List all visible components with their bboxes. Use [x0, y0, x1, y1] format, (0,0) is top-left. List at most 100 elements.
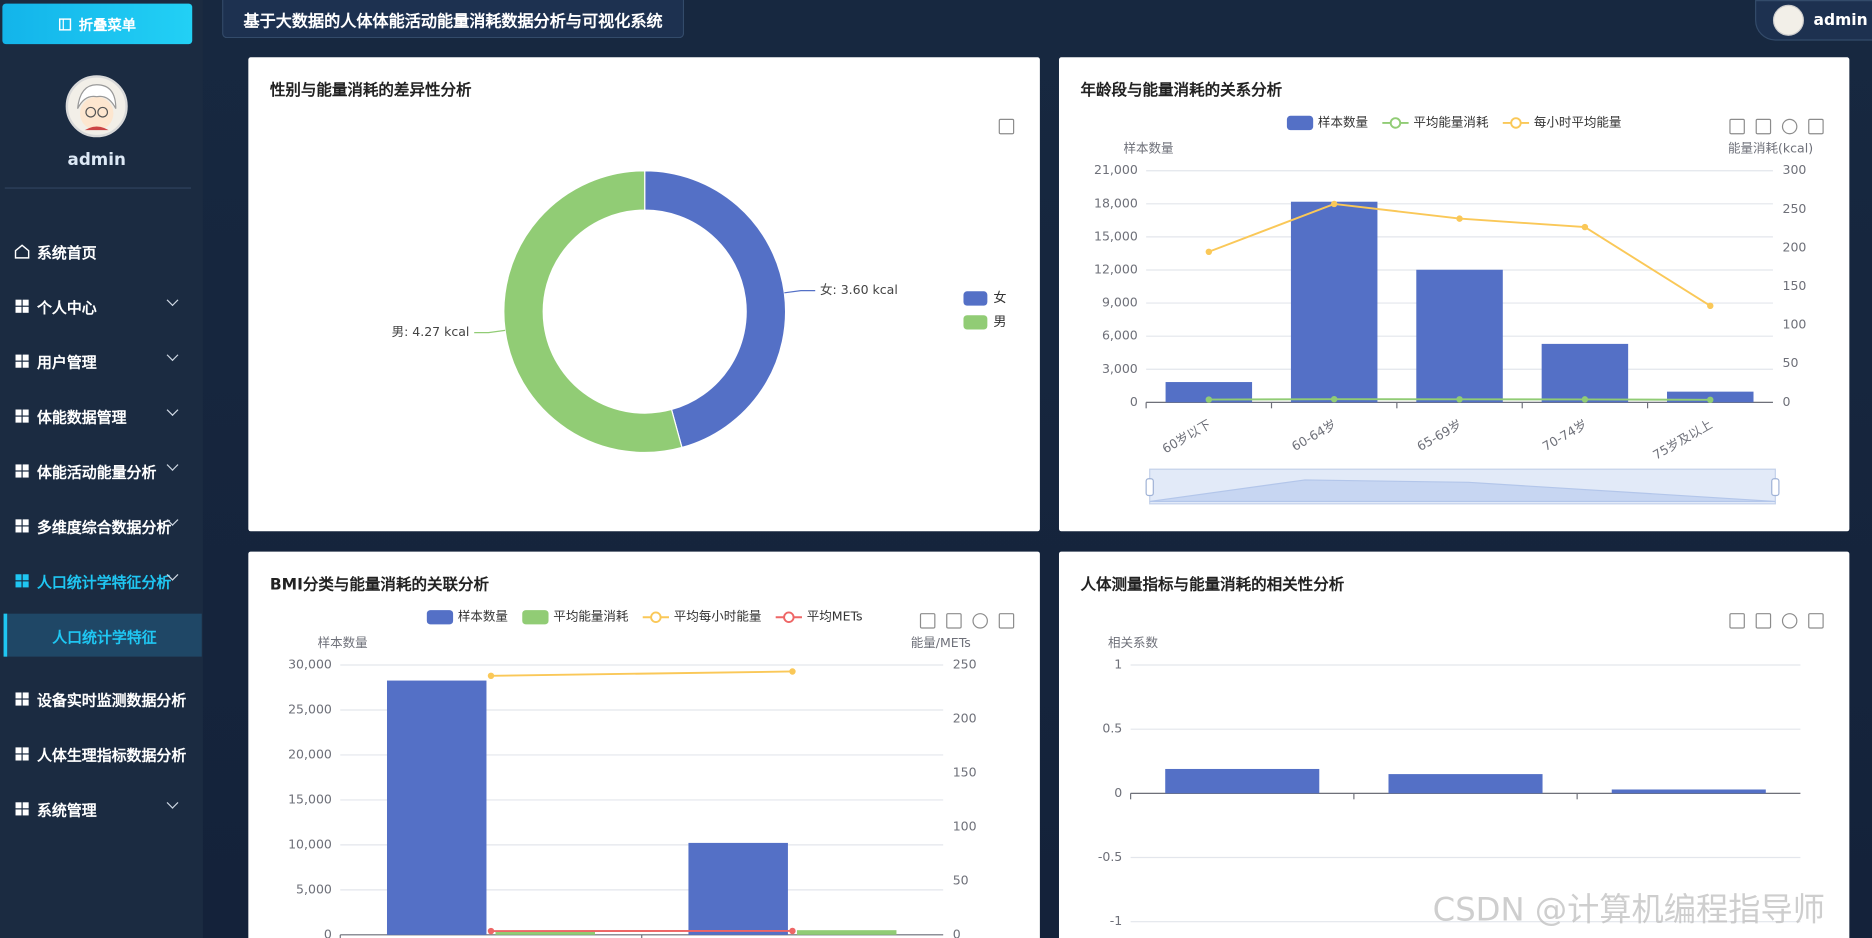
bar [1388, 774, 1543, 794]
data-label: 女: 3.60 kcal [820, 282, 898, 297]
line-point [487, 927, 495, 935]
toggle-icon [58, 17, 72, 30]
menu-item[interactable]: 用户管理 [14, 346, 193, 375]
legend-label: 每小时平均能量 [1534, 114, 1622, 129]
y2-tick-label: 150 [1782, 278, 1806, 293]
menu-label: 系统首页 [37, 242, 97, 261]
toggle-label: 折叠菜单 [78, 16, 137, 33]
y2-tick-label: 250 [1782, 201, 1806, 216]
y-axis-name: 样本数量 [1124, 141, 1174, 156]
sidebar: 折叠菜单 admin 系统首页 个人中心 用户管理 体能数据管理 体能活动能量分析 多维度… [0, 0, 203, 938]
bar [1611, 789, 1766, 794]
menu-icon [15, 518, 29, 532]
bar [386, 680, 487, 935]
submenu-item-active[interactable]: 人口统计学特征 [3, 613, 202, 657]
line-point [1581, 223, 1589, 231]
menu-item[interactable]: 多维度综合数据分析 [14, 511, 193, 540]
watermark: CSDN @计算机编程指导师 [1432, 891, 1825, 929]
line-point [1205, 396, 1213, 403]
menu-label: 多维度综合数据分析 [37, 517, 172, 536]
menu-icon [15, 463, 29, 477]
bar [796, 930, 897, 935]
menu-icon [15, 353, 29, 368]
bar [688, 842, 788, 935]
legend-symbol [963, 291, 988, 306]
toolbox-icon[interactable] [919, 613, 936, 629]
legend-symbol [426, 610, 454, 625]
toolbox-icon[interactable] [1755, 118, 1772, 135]
y-tick-label: 0 [324, 926, 332, 938]
y2-axis-name: 能量/METs [911, 635, 971, 650]
y-tick-label: 25,000 [288, 701, 332, 716]
legend-label: 平均能量消耗 [1413, 114, 1489, 129]
toggle-menu-button[interactable]: 折叠菜单 [2, 3, 193, 45]
y2-tick-label: 250 [953, 657, 977, 672]
menu-label: 人口统计学特征分析 [37, 572, 172, 591]
toolbox-icon[interactable] [1808, 118, 1824, 135]
line [490, 670, 793, 677]
toolbox-icon[interactable] [1808, 613, 1824, 629]
y-tick-label: 5,000 [296, 881, 332, 896]
toolbox-icon[interactable] [946, 613, 962, 629]
menu-label: 个人中心 [37, 297, 97, 316]
y-tick-label: 15,000 [1094, 228, 1138, 243]
header-user[interactable]: admin [1755, 0, 1872, 41]
bar [495, 930, 595, 935]
line-point [1707, 396, 1714, 404]
legend-symbol [650, 611, 662, 623]
bar [1165, 382, 1253, 403]
menu-item[interactable]: 体能活动能量分析 [14, 456, 193, 485]
chart-title: 性别与能量消耗的差异性分析 [270, 80, 472, 99]
toolbox-icon[interactable] [1729, 613, 1745, 629]
y-tick-label: 21,000 [1094, 162, 1138, 177]
toolbox-icon[interactable] [998, 613, 1015, 629]
avatar [65, 75, 128, 138]
y2-tick-label: 100 [953, 818, 977, 833]
toolbox-icon[interactable] [1755, 613, 1772, 629]
legend: 样本数量 平均能量消耗 平均每小时能量 平均METs [426, 609, 863, 625]
panel [1058, 551, 1850, 938]
menu-item[interactable]: 体能数据管理 [14, 401, 193, 430]
menu-item[interactable]: 个人中心 [14, 291, 193, 320]
menu-label: 用户管理 [37, 352, 97, 371]
menu-icon [15, 801, 29, 815]
menu-item[interactable]: 人体生理指标数据分析 [14, 739, 193, 768]
header-username: admin [1813, 11, 1868, 30]
toolbox-icon[interactable] [972, 613, 988, 629]
label-line [784, 289, 816, 294]
menu-item[interactable]: 设备实时监测数据分析 [14, 684, 193, 713]
bar [1541, 343, 1629, 403]
avatar-art [77, 84, 117, 131]
line-point [1581, 396, 1589, 403]
y-axis-name: 样本数量 [318, 635, 368, 650]
zoom-handle[interactable] [1145, 478, 1154, 497]
data-label: 男: 4.27 kcal [392, 324, 470, 339]
menu-item[interactable]: 人口统计学特征分析 [14, 566, 193, 595]
line-point [1456, 396, 1463, 403]
toolbox-icon[interactable] [1781, 118, 1798, 135]
y-tick-label: -1 [1110, 913, 1122, 928]
y2-tick-label: 50 [1782, 355, 1798, 370]
menu-item[interactable]: 系统管理 [14, 794, 193, 823]
zoom-preview [1149, 479, 1776, 503]
y-tick-label: 0.5 [1102, 721, 1122, 736]
y-tick-label: 20,000 [288, 746, 332, 761]
y-tick-label: 0 [1130, 394, 1138, 409]
line-point [1707, 302, 1714, 310]
toolbox-icon[interactable] [1781, 613, 1798, 629]
toolbox-icon[interactable] [1729, 118, 1745, 135]
y-tick-label: -0.5 [1098, 849, 1122, 864]
zoom-handle[interactable] [1771, 478, 1780, 497]
y-tick-label: 15,000 [288, 791, 332, 806]
menu-item[interactable]: 系统首页 [14, 236, 193, 265]
pie-slice [644, 170, 787, 449]
y-tick-label: 6,000 [1102, 328, 1138, 343]
panel [248, 551, 1040, 938]
y-tick-label: 12,000 [1094, 261, 1138, 276]
menu-icon [15, 299, 29, 313]
toolbox-icon[interactable] [998, 118, 1015, 135]
y-tick-label: 9,000 [1102, 295, 1138, 310]
menu-label: 体能活动能量分析 [37, 462, 157, 481]
legend-label: 男 [993, 315, 1006, 330]
